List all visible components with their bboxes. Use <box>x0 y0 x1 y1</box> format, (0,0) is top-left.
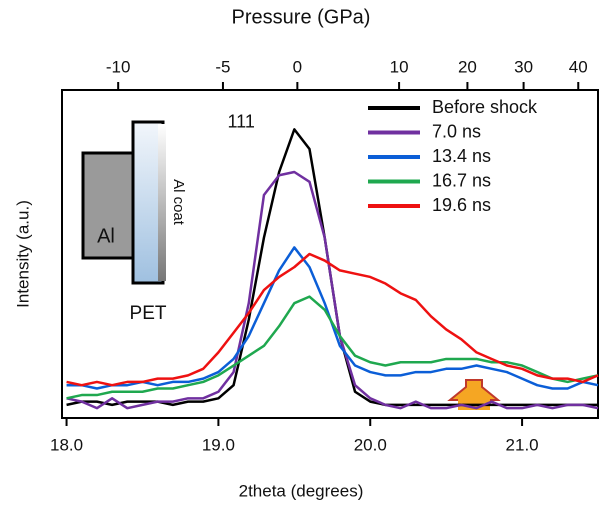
x-tick-label: 18.0 <box>50 435 83 454</box>
inset-label: Al <box>97 225 115 247</box>
y-axis-label: Intensity (a.u.) <box>13 200 32 308</box>
legend-label: 13.4 ns <box>432 146 491 166</box>
x2-tick-label: -10 <box>106 57 131 76</box>
inset-label: Al coat <box>170 179 187 226</box>
data-line <box>66 170 599 410</box>
coat-layer <box>158 124 166 281</box>
x2-tick-label: 10 <box>390 57 409 76</box>
x2-tick-label: -5 <box>215 57 230 76</box>
inset-label: PET <box>130 303 167 324</box>
x2-tick-label: 40 <box>569 57 588 76</box>
x-tick-label: 21.0 <box>506 435 539 454</box>
legend-label: Before shock <box>432 97 538 117</box>
inset-diagram: Al Al coat PET <box>81 120 187 324</box>
x-tick-label: 20.0 <box>354 435 387 454</box>
al-block <box>81 151 135 260</box>
arrow-icon <box>447 379 501 401</box>
x2-tick-label: 30 <box>514 57 533 76</box>
data-line <box>66 252 599 387</box>
legend-label: 7.0 ns <box>432 121 481 141</box>
x-axis-label: 2theta (degrees) <box>239 481 364 500</box>
x-tick-label: 19.0 <box>202 435 235 454</box>
plot-frame <box>61 89 599 419</box>
legend-label: 16.7 ns <box>432 170 491 190</box>
x2-tick-label: 0 <box>293 57 302 76</box>
x2-tick-label: 20 <box>458 57 477 76</box>
data-line <box>66 295 599 400</box>
legend-label: 19.6 ns <box>432 195 491 215</box>
annotation: 111 <box>227 112 254 132</box>
x2-axis-label: Pressure (GPa) <box>232 6 371 28</box>
